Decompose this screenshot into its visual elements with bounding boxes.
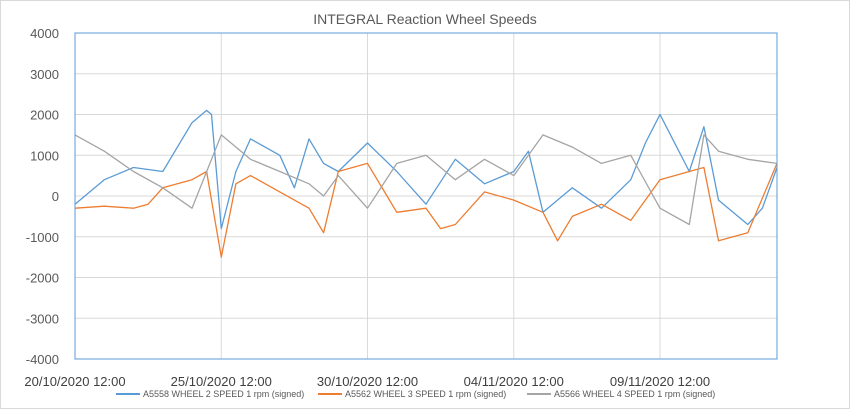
x-axis-tick-labels: 20/10/2020 12:00 25/10/2020 12:00 30/10/20… (24, 374, 710, 389)
chart-title: INTEGRAL Reaction Wheel Speeds (313, 11, 537, 27)
series-line-3 (74, 134, 778, 226)
y-tick-label: -1000 (26, 230, 59, 245)
x-tick-label: 04/11/2020 12:00 (464, 374, 564, 389)
series-lines (74, 109, 778, 258)
series-line-1 (74, 109, 778, 230)
y-tick-label: -4000 (26, 352, 59, 367)
legend-entry-2: A5562 WHEEL 3 SPEED 1 rpm (signed) (345, 389, 506, 399)
y-tick-label: 0 (52, 189, 59, 204)
x-tick-label: 25/10/2020 12:00 (171, 374, 272, 389)
x-tick-label: 09/11/2020 12:00 (610, 374, 710, 389)
legend: A5558 WHEEL 2 SPEED 1 rpm (signed) A5562 … (116, 389, 715, 399)
x-tick-label: 30/10/2020 12:00 (317, 374, 418, 389)
legend-entry-3: A5566 WHEEL 4 SPEED 1 rpm (signed) (554, 389, 715, 399)
y-tick-label: -3000 (26, 311, 59, 326)
legend-entry-1: A5558 WHEEL 2 SPEED 1 rpm (signed) (143, 389, 304, 399)
y-tick-label: 1000 (30, 148, 59, 163)
x-tick-label: 20/10/2020 12:00 (24, 374, 125, 389)
plot-area-border (74, 32, 778, 360)
gridlines (74, 32, 777, 360)
y-axis-tick-labels: 4000 3000 2000 1000 0 -1000 -2000 -3000 -4000 (26, 26, 59, 367)
series-line-2 (74, 162, 778, 258)
y-tick-label: 3000 (30, 67, 59, 82)
y-tick-label: 4000 (30, 26, 59, 41)
y-tick-label: 2000 (30, 108, 59, 123)
y-tick-label: -2000 (26, 271, 59, 286)
